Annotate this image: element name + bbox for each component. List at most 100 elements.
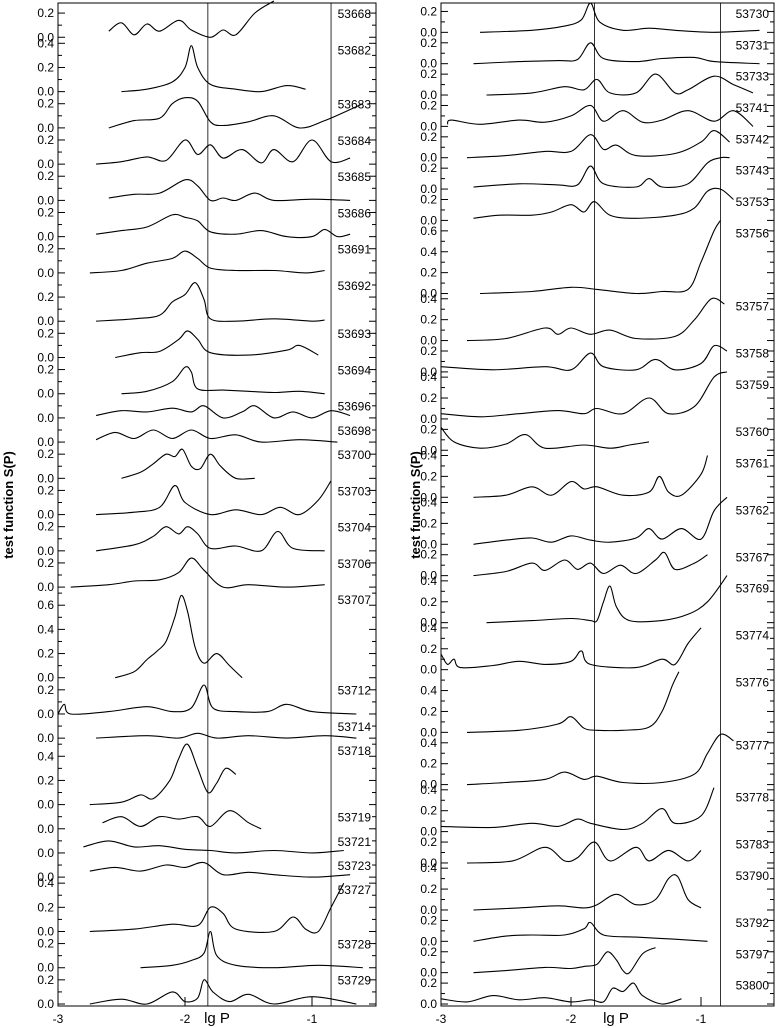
y-tick-label: 0.0 — [37, 997, 54, 1011]
series-line-53777 — [466, 733, 734, 786]
series-label: 53692 — [338, 279, 372, 293]
series-label: 53777 — [736, 738, 770, 752]
y-tick-label: 0.0 — [37, 924, 54, 938]
right-plot-frame — [440, 2, 775, 1007]
series-line-53729 — [89, 979, 357, 1005]
series-label: 53761 — [736, 456, 770, 470]
y-tick-label: 0.2 — [37, 483, 54, 497]
y-tick-label: 0.2 — [420, 391, 437, 405]
y-tick-label: 0.2 — [420, 130, 437, 144]
y-tick-label: 0.2 — [420, 161, 437, 175]
y-tick-label: 0.2 — [420, 4, 437, 18]
y-tick-label: 0.2 — [37, 647, 54, 661]
y-tick-label: 0.6 — [420, 224, 437, 238]
y-tick-label: 0.0 — [420, 334, 437, 348]
y-tick-label: 0.0 — [420, 365, 437, 379]
y-tick-label: 0.0 — [420, 287, 437, 301]
y-tick-label: 0.0 — [420, 663, 437, 677]
series-line-53778 — [440, 787, 715, 831]
series-label: 53757 — [736, 300, 770, 314]
left-x-tick-label: -3 — [53, 1012, 64, 1026]
series-label: 53727 — [338, 883, 372, 897]
series-label: 53753 — [736, 195, 770, 209]
series-line-53753 — [473, 187, 734, 219]
series-line-53774 — [440, 627, 702, 669]
y-tick-label: 0.4 — [420, 684, 437, 698]
series-line-53728 — [140, 930, 363, 969]
right-panel: -3 -2 -1 lg P test function S(P) 0.00.2 5… — [408, 2, 775, 1027]
series-label: 53729 — [338, 974, 372, 988]
y-tick-label: 0.2 — [420, 548, 437, 562]
y-tick-label: 0.0 — [37, 580, 54, 594]
y-tick-label: 0.4 — [420, 783, 437, 797]
y-tick-label: 0.0 — [420, 725, 437, 739]
y-tick-label: 0.0 — [37, 471, 54, 485]
left-x-tick-label: -1 — [307, 1012, 318, 1026]
series-label: 53698 — [338, 424, 372, 438]
series-line-53706 — [70, 557, 325, 589]
series-line-53730 — [479, 2, 760, 33]
y-tick-label: 0.2 — [37, 683, 54, 697]
y-tick-label: 0.2 — [37, 447, 54, 461]
series-label: 53682 — [338, 43, 372, 57]
y-tick-label: 0.2 — [420, 913, 437, 927]
y-tick-label: 0.0 — [37, 544, 54, 558]
y-tick-label: 0.0 — [37, 230, 54, 244]
y-tick-label: 0.4 — [420, 621, 437, 635]
series-line-53769 — [486, 575, 728, 624]
y-tick-label: 0.2 — [37, 363, 54, 377]
y-tick-label: 0.0 — [37, 961, 54, 975]
right-x-tick-label: -2 — [566, 1012, 577, 1026]
y-tick-label: 0.0 — [37, 30, 54, 44]
y-tick-label: 0.4 — [420, 496, 437, 510]
y-tick-label: 0.2 — [37, 520, 54, 534]
right-x-tick-label: -3 — [436, 1012, 447, 1026]
y-tick-label: 0.0 — [37, 707, 54, 721]
series-label: 53760 — [736, 425, 770, 439]
y-tick-label: 0.2 — [37, 169, 54, 183]
series-label: 53743 — [736, 164, 770, 178]
y-tick-label: 0.0 — [37, 870, 54, 884]
series-label: 53686 — [338, 206, 372, 220]
y-tick-label: 0.2 — [420, 945, 437, 959]
y-tick-label: 0.2 — [420, 882, 437, 896]
series-line-53703 — [96, 480, 332, 516]
y-tick-label: 0.0 — [37, 350, 54, 364]
y-tick-label: 0.0 — [37, 846, 54, 860]
series-label: 53769 — [736, 582, 770, 596]
left-y-axis-label: test function S(P) — [1, 451, 16, 559]
y-tick-label: 0.2 — [37, 973, 54, 987]
series-line-53696 — [95, 405, 351, 419]
series-label: 53694 — [338, 363, 372, 377]
y-tick-label: 0.4 — [420, 245, 437, 259]
left-plot-frame — [57, 2, 377, 1007]
series-label: 53776 — [736, 676, 770, 690]
series-label: 53704 — [338, 521, 372, 535]
series-label: 53792 — [736, 916, 770, 930]
y-tick-label: 0.0 — [37, 822, 54, 836]
y-tick-label: 0.2 — [37, 60, 54, 74]
series-line-53719 — [102, 810, 262, 830]
y-tick-label: 0.2 — [420, 704, 437, 718]
series-label: 53696 — [338, 400, 372, 414]
right-y-axis-label: test function S(P) — [408, 451, 423, 559]
series-label: 53714 — [338, 720, 372, 734]
series-line-53741 — [446, 104, 754, 127]
series-line-53721 — [83, 840, 344, 854]
y-tick-label: 0.0 — [37, 731, 54, 745]
y-tick-label: 0.0 — [420, 412, 437, 426]
y-tick-label: 0.2 — [420, 344, 437, 358]
left-x-tick-label: -2 — [180, 1012, 191, 1026]
y-tick-label: 0.2 — [420, 976, 437, 990]
series-label: 53700 — [338, 448, 372, 462]
series-label: 53742 — [736, 132, 770, 146]
y-tick-label: 0.2 — [37, 133, 54, 147]
series-label: 53756 — [736, 226, 770, 240]
y-tick-label: 0.2 — [37, 97, 54, 111]
series-line-53685 — [108, 179, 351, 202]
series-line-53756 — [479, 220, 721, 295]
y-tick-label: 0.2 — [420, 595, 437, 609]
y-tick-label: 0.2 — [37, 937, 54, 951]
series-label: 53712 — [338, 684, 372, 698]
